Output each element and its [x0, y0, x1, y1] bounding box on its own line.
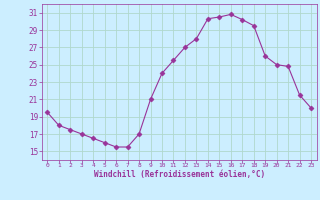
X-axis label: Windchill (Refroidissement éolien,°C): Windchill (Refroidissement éolien,°C) [94, 170, 265, 179]
